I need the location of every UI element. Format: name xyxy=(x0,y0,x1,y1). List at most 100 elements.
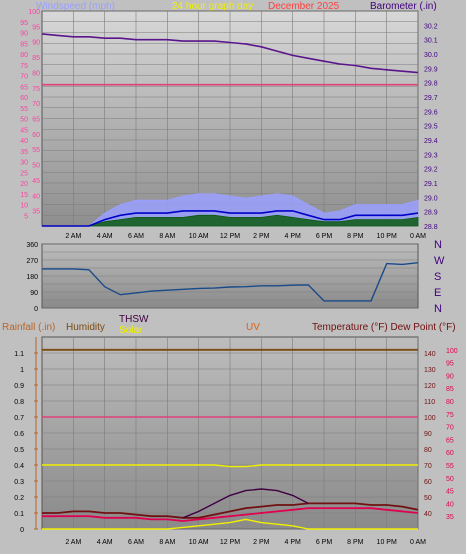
x-tick-label: 8 PM xyxy=(347,539,364,546)
y-tick-label: 40 xyxy=(446,501,454,508)
y-tick-label: 95 xyxy=(20,20,28,27)
y-tick-label: 29.2 xyxy=(424,167,438,174)
x-tick-label: 6 AM xyxy=(128,233,144,240)
y-tick-label: 50 xyxy=(32,163,40,170)
x-tick-label: 4 PM xyxy=(284,233,301,240)
x-tick-label: 8 AM xyxy=(159,233,175,240)
x-tick-label: 2 PM xyxy=(253,539,270,546)
x-tick-label: 2 PM xyxy=(253,233,270,240)
y-tick-label: 85 xyxy=(446,386,454,393)
y-tick-label: 75 xyxy=(32,86,40,93)
date-label: December 2025 xyxy=(268,1,340,12)
y-tick-label: 29.0 xyxy=(424,195,438,202)
series-dew-point xyxy=(42,507,419,522)
thsw-label: THSW xyxy=(119,314,149,325)
y-tick-label: 65 xyxy=(446,437,454,444)
y-tick-label: 0.1 xyxy=(14,511,24,518)
temperature-label: Temperature (°F) Dew Point (°F) xyxy=(312,322,456,333)
y-tick-label: 60 xyxy=(20,95,28,102)
y-tick-label: 55 xyxy=(32,147,40,154)
y-tick-label: 70 xyxy=(424,463,432,470)
direction-label: W xyxy=(434,255,445,267)
y-tick-label: 28.8 xyxy=(424,224,438,231)
y-tick-label: 80 xyxy=(424,447,432,454)
y-tick-label: 65 xyxy=(20,84,28,91)
y-tick-label: 50 xyxy=(446,476,454,483)
x-tick-label: 4 AM xyxy=(97,539,113,546)
series-solar xyxy=(42,464,418,468)
x-tick-label: 10 AM xyxy=(189,539,209,546)
y-tick-label: 270 xyxy=(26,258,38,265)
series-wind-average xyxy=(42,214,419,227)
y-tick-label: 100 xyxy=(446,348,458,355)
y-tick-label: 35 xyxy=(20,149,28,156)
series-thsw xyxy=(182,488,309,519)
y-tick-label: 65 xyxy=(32,117,40,124)
series-wind-direction xyxy=(42,262,419,302)
x-tick-label: 12 PM xyxy=(220,539,240,546)
y-tick-label: 85 xyxy=(32,55,40,62)
y-tick-label: 29.1 xyxy=(424,181,438,188)
y-tick-label: 35 xyxy=(446,514,454,521)
y-tick-label: 50 xyxy=(424,495,432,502)
y-tick-label: 29.5 xyxy=(424,124,438,131)
barometer-label: Barometer (.in) xyxy=(370,1,437,12)
x-tick-label: 6 PM xyxy=(316,539,333,546)
y-tick-label: 29.8 xyxy=(424,81,438,88)
y-tick-label: 0.3 xyxy=(14,479,24,486)
y-tick-label: 55 xyxy=(20,106,28,113)
x-tick-label: 2 AM xyxy=(65,539,81,546)
y-tick-label: 0.2 xyxy=(14,495,24,502)
x-tick-label: 10 PM xyxy=(377,539,397,546)
y-tick-label: 0.4 xyxy=(14,463,24,470)
y-tick-label: 90 xyxy=(30,290,38,297)
y-tick-label: 5 xyxy=(24,213,28,220)
x-tick-label: 8 PM xyxy=(347,233,364,240)
y-tick-label: 360 xyxy=(26,242,38,249)
y-tick-label: 45 xyxy=(20,127,28,134)
y-tick-label: 45 xyxy=(446,489,454,496)
y-tick-label: 75 xyxy=(20,63,28,70)
y-tick-label: 29.6 xyxy=(424,109,438,116)
y-tick-label: 30 xyxy=(20,160,28,167)
y-tick-label: 90 xyxy=(32,40,40,47)
y-tick-label: 1 xyxy=(20,367,24,374)
y-tick-label: 35 xyxy=(32,209,40,216)
y-tick-label: 70 xyxy=(446,425,454,432)
y-tick-label: 70 xyxy=(20,74,28,81)
y-tick-label: 75 xyxy=(446,412,454,419)
y-tick-label: 100 xyxy=(28,9,40,16)
y-tick-label: 70 xyxy=(32,101,40,108)
series-barometer xyxy=(41,33,419,74)
y-tick-label: 80 xyxy=(20,52,28,59)
y-tick-label: 30.2 xyxy=(424,23,438,30)
series-solar-radiation xyxy=(42,518,418,530)
direction-label: N xyxy=(434,303,442,315)
windspeed-label: Windspeed (mph) xyxy=(36,1,115,12)
direction-label: N xyxy=(434,239,442,251)
y-tick-label: 1.1 xyxy=(14,351,24,358)
x-tick-label: 4 PM xyxy=(284,539,301,546)
y-tick-label: 85 xyxy=(20,41,28,48)
x-tick-label: 0 AM xyxy=(410,233,426,240)
y-tick-label: 40 xyxy=(20,138,28,145)
x-tick-label: 6 PM xyxy=(316,233,333,240)
y-tick-label: 29.7 xyxy=(424,95,438,102)
direction-label: S xyxy=(434,271,441,283)
x-tick-label: 0 AM xyxy=(410,539,426,546)
y-tick-label: 30.0 xyxy=(424,52,438,59)
y-tick-label: 40 xyxy=(32,193,40,200)
x-tick-label: 4 AM xyxy=(97,233,113,240)
solar-label: Solar xyxy=(119,325,143,336)
y-tick-label: 29.4 xyxy=(424,138,438,145)
y-tick-label: 0.8 xyxy=(14,399,24,406)
x-tick-label: 12 PM xyxy=(220,233,240,240)
y-tick-label: 28.9 xyxy=(424,210,438,217)
y-tick-label: 60 xyxy=(424,479,432,486)
y-tick-label: 20 xyxy=(20,181,28,188)
y-tick-label: 0.6 xyxy=(14,431,24,438)
y-tick-label: 95 xyxy=(32,24,40,31)
rainfall-label: Rainfall (.in) xyxy=(2,322,55,333)
y-tick-label: 30.1 xyxy=(424,38,438,45)
y-tick-label: 130 xyxy=(424,367,436,374)
